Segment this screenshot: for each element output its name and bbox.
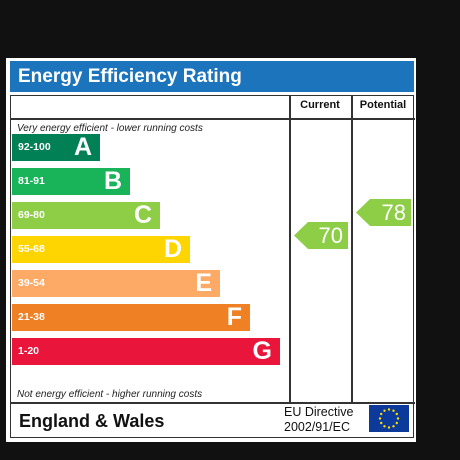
band-a: 92-100 A bbox=[12, 134, 100, 161]
band-g: 1-20 G bbox=[12, 338, 280, 365]
band-letter: B bbox=[103, 167, 122, 195]
column-header-potential: Potential bbox=[359, 99, 407, 111]
eu-directive: EU Directive 2002/91/EC bbox=[284, 405, 353, 435]
band-letter: D bbox=[163, 235, 182, 263]
band-b: 81-91 B bbox=[12, 168, 130, 195]
chart-title: Energy Efficiency Rating bbox=[10, 61, 414, 92]
footer-divider bbox=[11, 402, 415, 404]
band-range: 81-91 bbox=[18, 175, 45, 187]
band-range: 55-68 bbox=[18, 243, 45, 255]
energy-rating-card: Energy Efficiency Rating Current Potenti… bbox=[6, 58, 416, 442]
top-note: Very energy efficient - lower running co… bbox=[17, 123, 203, 134]
band-letter: F bbox=[226, 303, 242, 331]
band-range: 39-54 bbox=[18, 277, 45, 289]
band-letter: E bbox=[195, 269, 212, 297]
eu-flag-icon bbox=[369, 405, 409, 432]
potential-rating-value: 78 bbox=[381, 200, 406, 225]
eu-directive-line1: EU Directive bbox=[284, 405, 354, 419]
band-e: 39-54 E bbox=[12, 270, 220, 297]
current-rating-value: 70 bbox=[318, 223, 343, 248]
eu-directive-line2: 2002/91/EC bbox=[284, 420, 351, 434]
band-f: 21-38 F bbox=[12, 304, 250, 331]
band-range: 1-20 bbox=[18, 345, 40, 357]
band-range: 92-100 bbox=[18, 141, 51, 153]
potential-rating-arrow: 78 bbox=[356, 199, 411, 226]
header-divider bbox=[11, 118, 415, 120]
band-c: 69-80 C bbox=[12, 202, 160, 229]
band-range: 21-38 bbox=[18, 311, 45, 323]
bottom-note: Not energy efficient - higher running co… bbox=[17, 389, 203, 400]
region-label: England & Wales bbox=[19, 411, 165, 431]
band-letter: C bbox=[133, 201, 152, 229]
band-letter: G bbox=[252, 337, 272, 365]
band-d: 55-68 D bbox=[12, 236, 190, 263]
band-letter: A bbox=[73, 133, 92, 161]
rating-frame: Current Potential Very energy efficient … bbox=[10, 95, 415, 438]
band-range: 69-80 bbox=[18, 209, 45, 221]
divider-potential bbox=[351, 96, 353, 404]
column-header-current: Current bbox=[300, 99, 340, 111]
current-rating-arrow: 70 bbox=[294, 222, 348, 249]
divider-current bbox=[289, 96, 291, 404]
